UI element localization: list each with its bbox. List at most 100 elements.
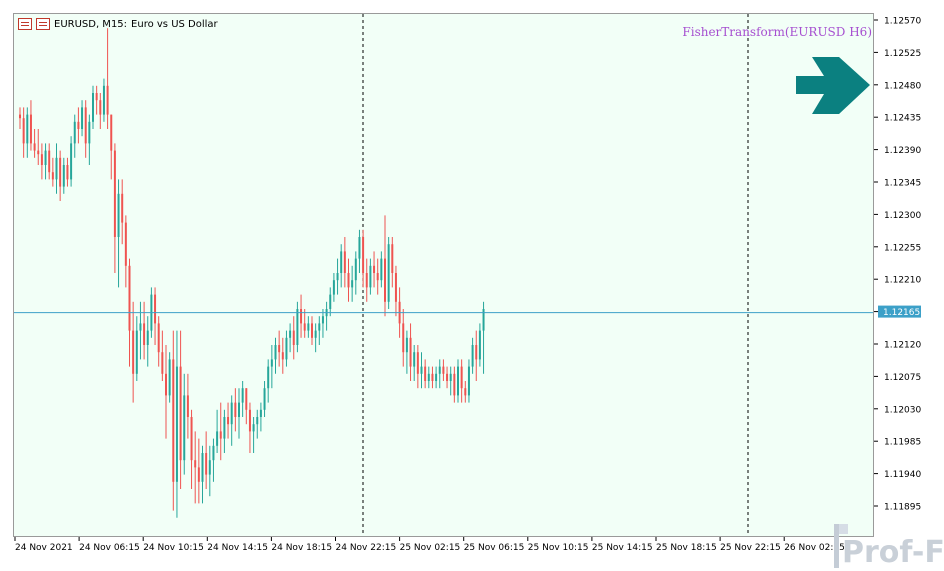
candle — [143, 301, 146, 360]
candle — [351, 265, 354, 302]
candle — [384, 215, 386, 317]
price-tick-label: 1.12390 — [884, 146, 921, 156]
price-axis[interactable]: 1.12570 1.12525 1.12480 1.12435 1.12390 1.123… — [874, 13, 944, 537]
candle — [110, 114, 113, 180]
candle — [146, 316, 149, 367]
candle — [318, 316, 321, 345]
candle — [29, 100, 32, 151]
candle — [121, 179, 124, 245]
candle — [380, 251, 383, 288]
candle — [416, 345, 419, 389]
candle — [478, 323, 481, 367]
candle — [168, 352, 171, 403]
chart-area[interactable] — [13, 13, 874, 537]
current-price-label: 1.12165 — [878, 305, 921, 318]
candle — [201, 445, 204, 504]
candle — [37, 129, 40, 165]
time-axis[interactable]: 24 Nov 2021 24 Nov 06:15 24 Nov 10:15 24 No… — [13, 537, 874, 557]
bar-chart-icon[interactable] — [36, 18, 50, 30]
candle — [205, 431, 208, 489]
candle — [402, 309, 405, 367]
candle — [464, 381, 467, 403]
candle — [216, 409, 219, 453]
candle — [332, 273, 335, 302]
candle — [285, 330, 288, 367]
candle — [234, 388, 237, 432]
time-tick-label: 25 Nov 14:15 — [592, 543, 653, 553]
watermark-text: Prof-FX — [842, 535, 944, 570]
candle — [106, 28, 109, 129]
candle — [391, 237, 394, 288]
indicator-label: FisherTransform(EURUSD H6) — [682, 25, 872, 39]
candle — [460, 359, 463, 403]
candle — [241, 381, 244, 417]
candle — [431, 366, 434, 389]
candle — [238, 388, 240, 439]
candle — [139, 301, 142, 360]
candle — [117, 179, 120, 288]
price-tick-label: 1.12120 — [884, 341, 921, 351]
candlestick-plot[interactable] — [14, 14, 873, 536]
candle — [252, 417, 255, 453]
time-tick-label: 25 Nov 02:15 — [400, 543, 461, 553]
chart-title-bar: EURUSD, M15: Euro vs US Dollar — [18, 16, 218, 32]
candle — [223, 409, 226, 453]
time-tick-label: 25 Nov 18:15 — [656, 543, 717, 553]
price-tick-label: 1.11895 — [884, 503, 921, 513]
time-tick-label: 26 Nov 02:15 — [784, 543, 845, 553]
price-tick-label: 1.12210 — [884, 276, 921, 286]
price-tick-label: 1.12525 — [884, 49, 921, 59]
candle — [303, 309, 306, 338]
time-tick-label: 24 Nov 2021 — [15, 543, 73, 553]
candle — [33, 129, 36, 158]
candle — [307, 316, 310, 338]
candle — [135, 316, 138, 381]
candle — [26, 107, 29, 158]
candle — [314, 323, 317, 353]
chart-properties-icon[interactable] — [18, 18, 32, 30]
candle — [457, 359, 459, 403]
candle — [369, 258, 372, 295]
candle — [154, 287, 157, 345]
candle — [48, 143, 51, 180]
candle — [329, 287, 332, 317]
candle — [365, 258, 368, 302]
time-tick-label: 24 Nov 22:15 — [336, 543, 397, 553]
candle — [113, 143, 116, 273]
candle — [40, 143, 43, 180]
candle — [376, 258, 379, 295]
candle — [59, 150, 62, 201]
candle — [175, 330, 178, 518]
candle — [435, 366, 438, 389]
candle — [186, 373, 189, 439]
candle — [292, 316, 295, 360]
candle — [438, 359, 441, 389]
right-arrow-icon — [796, 57, 870, 114]
candle — [99, 93, 102, 129]
candle — [340, 244, 343, 288]
candle — [446, 366, 449, 389]
symbol-description: Euro vs US Dollar — [131, 18, 218, 30]
candle — [70, 136, 73, 187]
candle — [358, 229, 361, 273]
candle — [161, 330, 164, 381]
candle — [387, 237, 390, 309]
candle — [263, 381, 266, 417]
candle — [296, 301, 299, 353]
current-price-text: 1.12165 — [883, 308, 920, 318]
time-tick-label: 24 Nov 18:15 — [271, 543, 332, 553]
candle — [289, 323, 292, 353]
candle — [248, 402, 251, 453]
candle — [256, 409, 259, 439]
candle — [482, 301, 485, 374]
candle — [55, 143, 58, 194]
candle — [66, 157, 69, 187]
price-tick-label: 1.11940 — [884, 470, 921, 480]
candle — [194, 431, 197, 504]
candle — [88, 114, 91, 165]
candle — [197, 438, 200, 504]
price-tick-label: 1.12345 — [884, 179, 921, 189]
candle — [325, 301, 328, 331]
time-tick-label: 25 Nov 10:15 — [528, 543, 589, 553]
candle — [467, 359, 470, 403]
